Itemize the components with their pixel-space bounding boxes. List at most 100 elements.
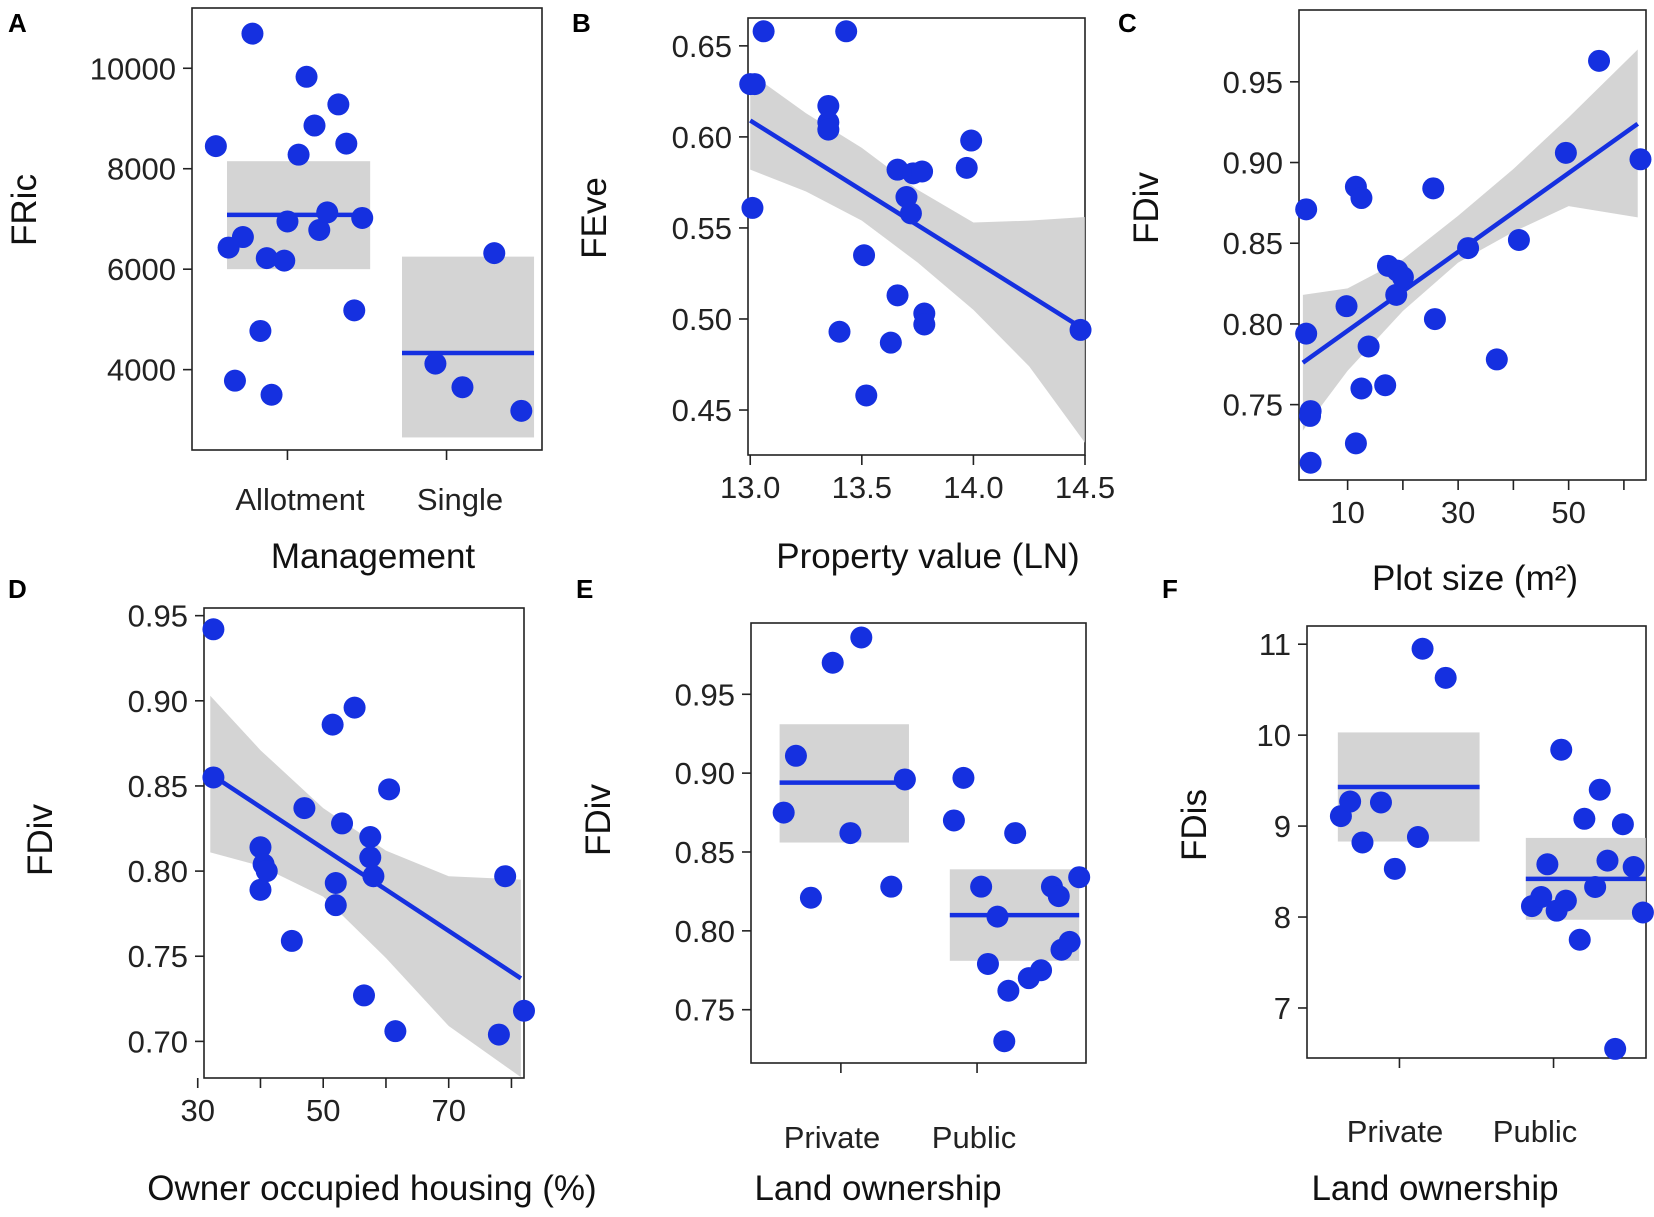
panel-c-data-point <box>1350 377 1373 400</box>
panel-b: B 0.450.500.550.600.65 13.0 13.5 14.0 14.5 … <box>572 8 1115 576</box>
panel-a-data-point <box>343 299 366 322</box>
panel-a-x-category-1: Allotment <box>235 482 365 517</box>
panel-b-data-point <box>911 160 934 183</box>
panel-b-regression-line <box>749 118 1087 332</box>
panel-b-x-tick-label: 14.5 <box>1055 470 1115 505</box>
panel-a-data-point <box>335 132 358 155</box>
panel-f-data-point <box>1622 856 1645 879</box>
panel-d-x-tick-label: 30 <box>180 1093 214 1128</box>
panel-f-data-point <box>1411 637 1434 660</box>
panel-d-data-point <box>202 766 225 789</box>
panel-e-frame <box>750 622 1087 1064</box>
panel-c-marks <box>1295 49 1652 474</box>
panel-e-data-point <box>893 768 916 791</box>
panel-b-data-point <box>835 20 858 43</box>
panel-d-x-ticks: 30 50 70 <box>180 1078 513 1128</box>
panel-letter-a: A <box>8 8 27 38</box>
panel-a-data-point <box>316 201 339 224</box>
panel-c-data-point <box>1385 283 1408 306</box>
panel-e-data-point <box>772 801 795 824</box>
panel-c-y-tick-label: 0.75 <box>1223 388 1283 423</box>
panel-c-data-point <box>1485 348 1508 371</box>
panel-f-y-tick-label: 11 <box>1259 627 1291 662</box>
panel-letter-f: F <box>1162 574 1178 604</box>
panel-c-y-tick-label: 0.90 <box>1223 146 1283 181</box>
panel-c-data-point <box>1507 228 1530 251</box>
panel-f-y-tick-label: 8 <box>1274 900 1291 935</box>
panel-d-data-point <box>384 1020 407 1043</box>
panel-d-x-tick-label: 70 <box>431 1093 465 1128</box>
panel-d-frame <box>203 607 525 1079</box>
panel-e-data-point <box>952 766 975 789</box>
panel-c-data-point <box>1295 198 1318 221</box>
panel-f-data-point <box>1596 849 1619 872</box>
panel-d-x-axis-title: Owner occupied housing (%) <box>147 1169 596 1208</box>
panel-c-data-point <box>1422 177 1445 200</box>
panel-e-data-point <box>1004 822 1027 845</box>
panel-f-data-point <box>1611 813 1634 836</box>
panel-c-x-tick-label: 10 <box>1330 495 1364 530</box>
panel-d-data-point <box>362 865 385 888</box>
panel-d-y-ticks: 0.70 0.75 0.80 0.85 0.90 0.95 <box>128 599 204 1059</box>
panel-a-data-point <box>327 93 350 116</box>
panel-d-data-point <box>359 846 382 869</box>
panel-letter-e: E <box>576 574 593 604</box>
panel-b-y-ticks: 0.45 0.50 0.55 0.60 0.65 <box>672 29 748 428</box>
panel-e-data-point <box>839 822 862 845</box>
panel-a-data-point <box>351 206 374 229</box>
panel-f-marks <box>1329 637 1654 1060</box>
panel-c-data-point <box>1554 141 1577 164</box>
panel-a-data-point <box>249 319 272 342</box>
panel-a-data-point <box>255 247 278 270</box>
panel-e-x-category-2: Public <box>932 1120 1016 1155</box>
panel-e-x-ticks <box>840 1063 978 1073</box>
panel-e-data-point <box>942 809 965 832</box>
panel-d-data-point <box>249 878 272 901</box>
panel-c-x-ticks: 10 30 50 <box>1330 480 1625 530</box>
panel-b-data-point <box>752 20 775 43</box>
panel-c-data-point <box>1357 335 1380 358</box>
panel-a-data-point <box>223 369 246 392</box>
panel-c-data-point <box>1588 49 1611 72</box>
panel-f-data-point <box>1530 886 1553 909</box>
panel-c-x-axis-title: Plot size (m²) <box>1372 559 1578 598</box>
panel-e-y-tick-label: 0.85 <box>675 835 735 870</box>
panel-a-data-point <box>287 143 310 166</box>
panel-b-data-point <box>899 202 922 225</box>
panel-e-data-point <box>997 979 1020 1002</box>
panel-d-y-axis-title: FDiv <box>21 804 60 876</box>
panel-a-data-point <box>295 65 318 88</box>
panel-a-marks <box>204 22 535 438</box>
panel-f-data-point <box>1339 790 1362 813</box>
panel-d-data-point <box>353 984 375 1007</box>
panel-a-data-point <box>276 210 299 233</box>
panel-b-data-point <box>960 129 983 152</box>
panel-f-data-point <box>1604 1037 1627 1060</box>
panel-d-data-point <box>343 696 366 719</box>
panel-b-y-tick-label: 0.45 <box>672 393 732 428</box>
panel-f-y-axis-title: FDis <box>1175 789 1214 861</box>
panel-letter-b: B <box>572 8 591 38</box>
panel-f-y-ticks: 7 8 9 10 11 <box>1257 627 1307 1026</box>
panel-c-data-point <box>1457 237 1480 260</box>
panel-b-data-point <box>855 384 878 407</box>
panel-c-y-tick-label: 0.95 <box>1223 65 1283 100</box>
panel-d-y-tick-label: 0.70 <box>128 1024 188 1059</box>
panel-f-data-point <box>1383 857 1406 880</box>
panel-c-y-tick-label: 0.85 <box>1223 226 1283 261</box>
panel-d-data-point <box>324 872 347 895</box>
panel-d-data-point <box>331 812 354 835</box>
panel-a-data-point <box>451 376 474 399</box>
panel-b-data-point <box>741 196 764 219</box>
panel-a-y-tick-label: 10000 <box>90 51 176 86</box>
panel-c-data-point <box>1335 295 1358 318</box>
panel-d-confidence-band <box>210 695 521 1078</box>
panel-e-data-point <box>976 952 999 975</box>
panel-f-data-point <box>1631 901 1654 924</box>
panel-a-data-point <box>483 242 506 265</box>
panel-c-data-point <box>1350 187 1373 210</box>
panel-e-y-ticks: 0.75 0.80 0.85 0.90 0.95 <box>675 677 751 1028</box>
panel-e-data-point <box>850 626 873 649</box>
panel-f-data-point <box>1550 738 1573 761</box>
